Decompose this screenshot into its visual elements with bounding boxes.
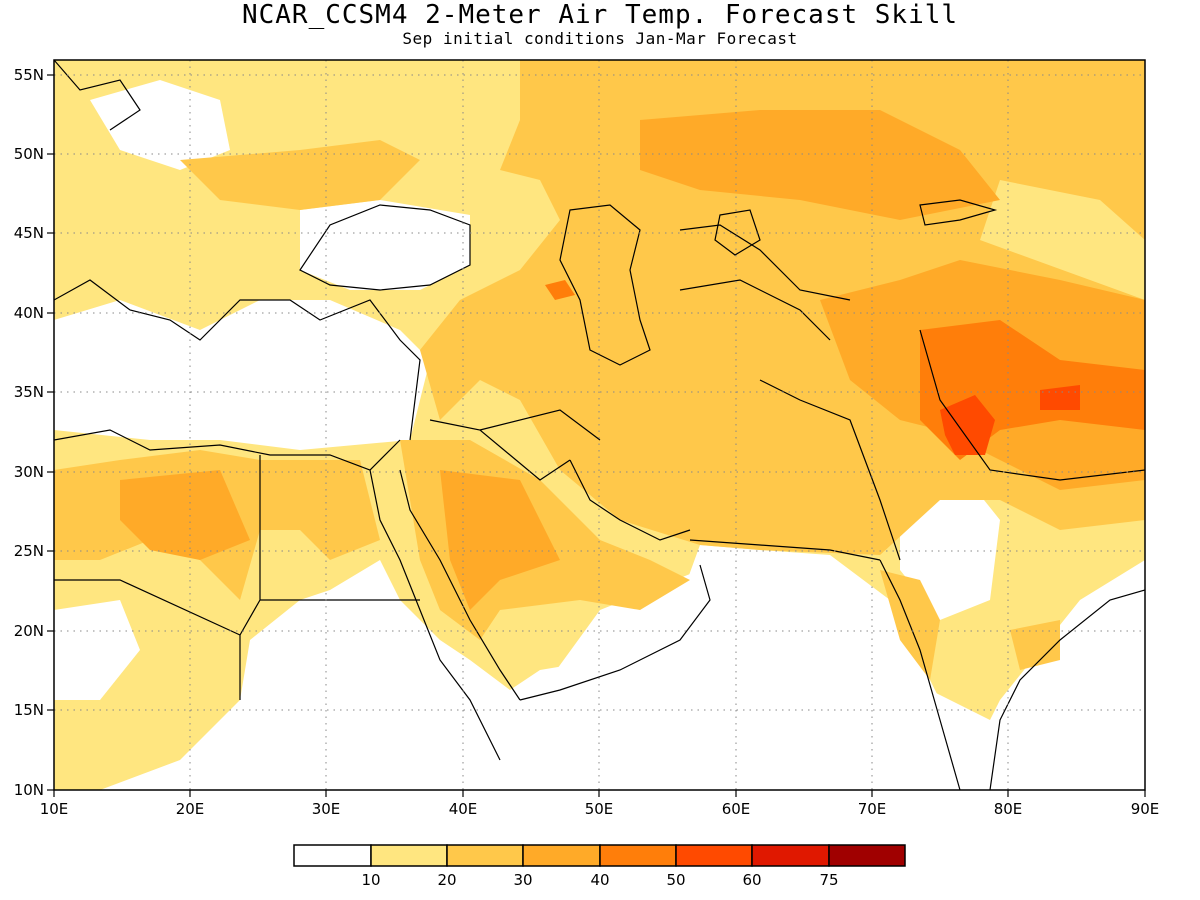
colorbar-swatch [370,844,448,867]
colorbar-swatch [446,844,524,867]
map-title: NCAR_CCSM4 2-Meter Air Temp. Forecast Sk… [241,0,959,30]
skill-region-50-60-tarim [1040,385,1080,410]
colorbar-label: 20 [437,871,456,889]
coastline-north-africa [54,429,401,471]
gridlines [54,60,1145,790]
coastline-caspian-sea [559,204,651,366]
skill-region-30-40-libya [120,470,250,560]
coastlines [54,60,1145,790]
coastline-baltic [54,60,141,131]
latitude-labels: 55N 50N 45N 40N 35N 30N 25N 20N 15N 10N [14,66,44,799]
border-central-asia [679,224,851,341]
skill-region-30-40-kazakhstan [640,110,1000,220]
lon-label: 10E [40,800,69,818]
lat-label: 45N [14,224,44,242]
lat-label: 50N [14,145,44,163]
skill-region-below-10-blacksea [300,200,470,290]
skill-region-below-10-mediterranean [54,300,430,450]
colorbar-label: 40 [590,871,609,889]
coastline-black-sea [299,204,471,291]
lon-label: 20E [176,800,205,818]
lat-label: 30N [14,463,44,481]
lat-label: 35N [14,383,44,401]
skill-region-below-10-arabian-sea [520,560,960,790]
skill-region-20-30-europe-east [180,140,420,210]
border-africa [54,455,420,700]
skill-region-below-10-europe [90,80,230,170]
border-south-asia [759,329,1145,561]
coastline-india-west [879,559,961,790]
lat-label: 40N [14,304,44,322]
lon-label: 80E [994,800,1023,818]
lon-label: 50E [585,800,614,818]
lon-label: 30E [312,800,341,818]
coastline-makran [689,539,881,561]
coastline-red-sea-west [369,469,501,761]
longitude-labels: 10E 20E 30E 40E 50E 60E 70E 80E 90E [40,800,1160,818]
colorbar-label: 75 [819,871,838,889]
colorbar-swatch [828,844,906,867]
colorbar-label: 30 [513,871,532,889]
coastline-balkhash [919,199,998,226]
colorbar-label: 50 [666,871,685,889]
lat-label: 10N [14,781,44,799]
skill-region-50-60-kashmir [940,395,995,455]
coastline-mediterranean-north [54,279,421,441]
coastline-gulf [569,459,691,541]
colorbar-swatch [599,844,677,867]
lon-label: 60E [722,800,751,818]
skill-region-40-50-zagros [545,280,575,300]
lat-label: 25N [14,542,44,560]
skill-region-20-30-eastern-india [1010,620,1060,670]
colorbar-swatch [522,844,601,867]
map-subtitle: Sep initial conditions Jan-Mar Forecast [402,29,798,48]
coastline-aral-sea [714,209,761,256]
lon-label: 90E [1131,800,1160,818]
skill-region-30-40-arabia [440,470,560,610]
lat-label: 15N [14,701,44,719]
tick-marks [47,74,1146,797]
coastline-india-east [989,589,1145,790]
lon-label: 40E [449,800,478,818]
colorbar-swatch [293,844,372,867]
colorbar-swatch [751,844,830,867]
lat-label: 20N [14,622,44,640]
colorbar-label: 60 [742,871,761,889]
lat-label: 55N [14,66,44,84]
skill-region-below-10-east-africa [200,650,520,790]
coastline-red-sea-east [399,469,521,701]
border-middle-east [429,409,601,481]
colorbar-swatch [675,844,753,867]
colorbar: 10 20 30 40 50 60 75 [293,844,906,889]
skill-region-below-10-nw-africa [54,600,140,700]
lon-label: 70E [858,800,887,818]
coastline-arabia-south [519,564,711,701]
colorbar-label: 10 [361,871,380,889]
